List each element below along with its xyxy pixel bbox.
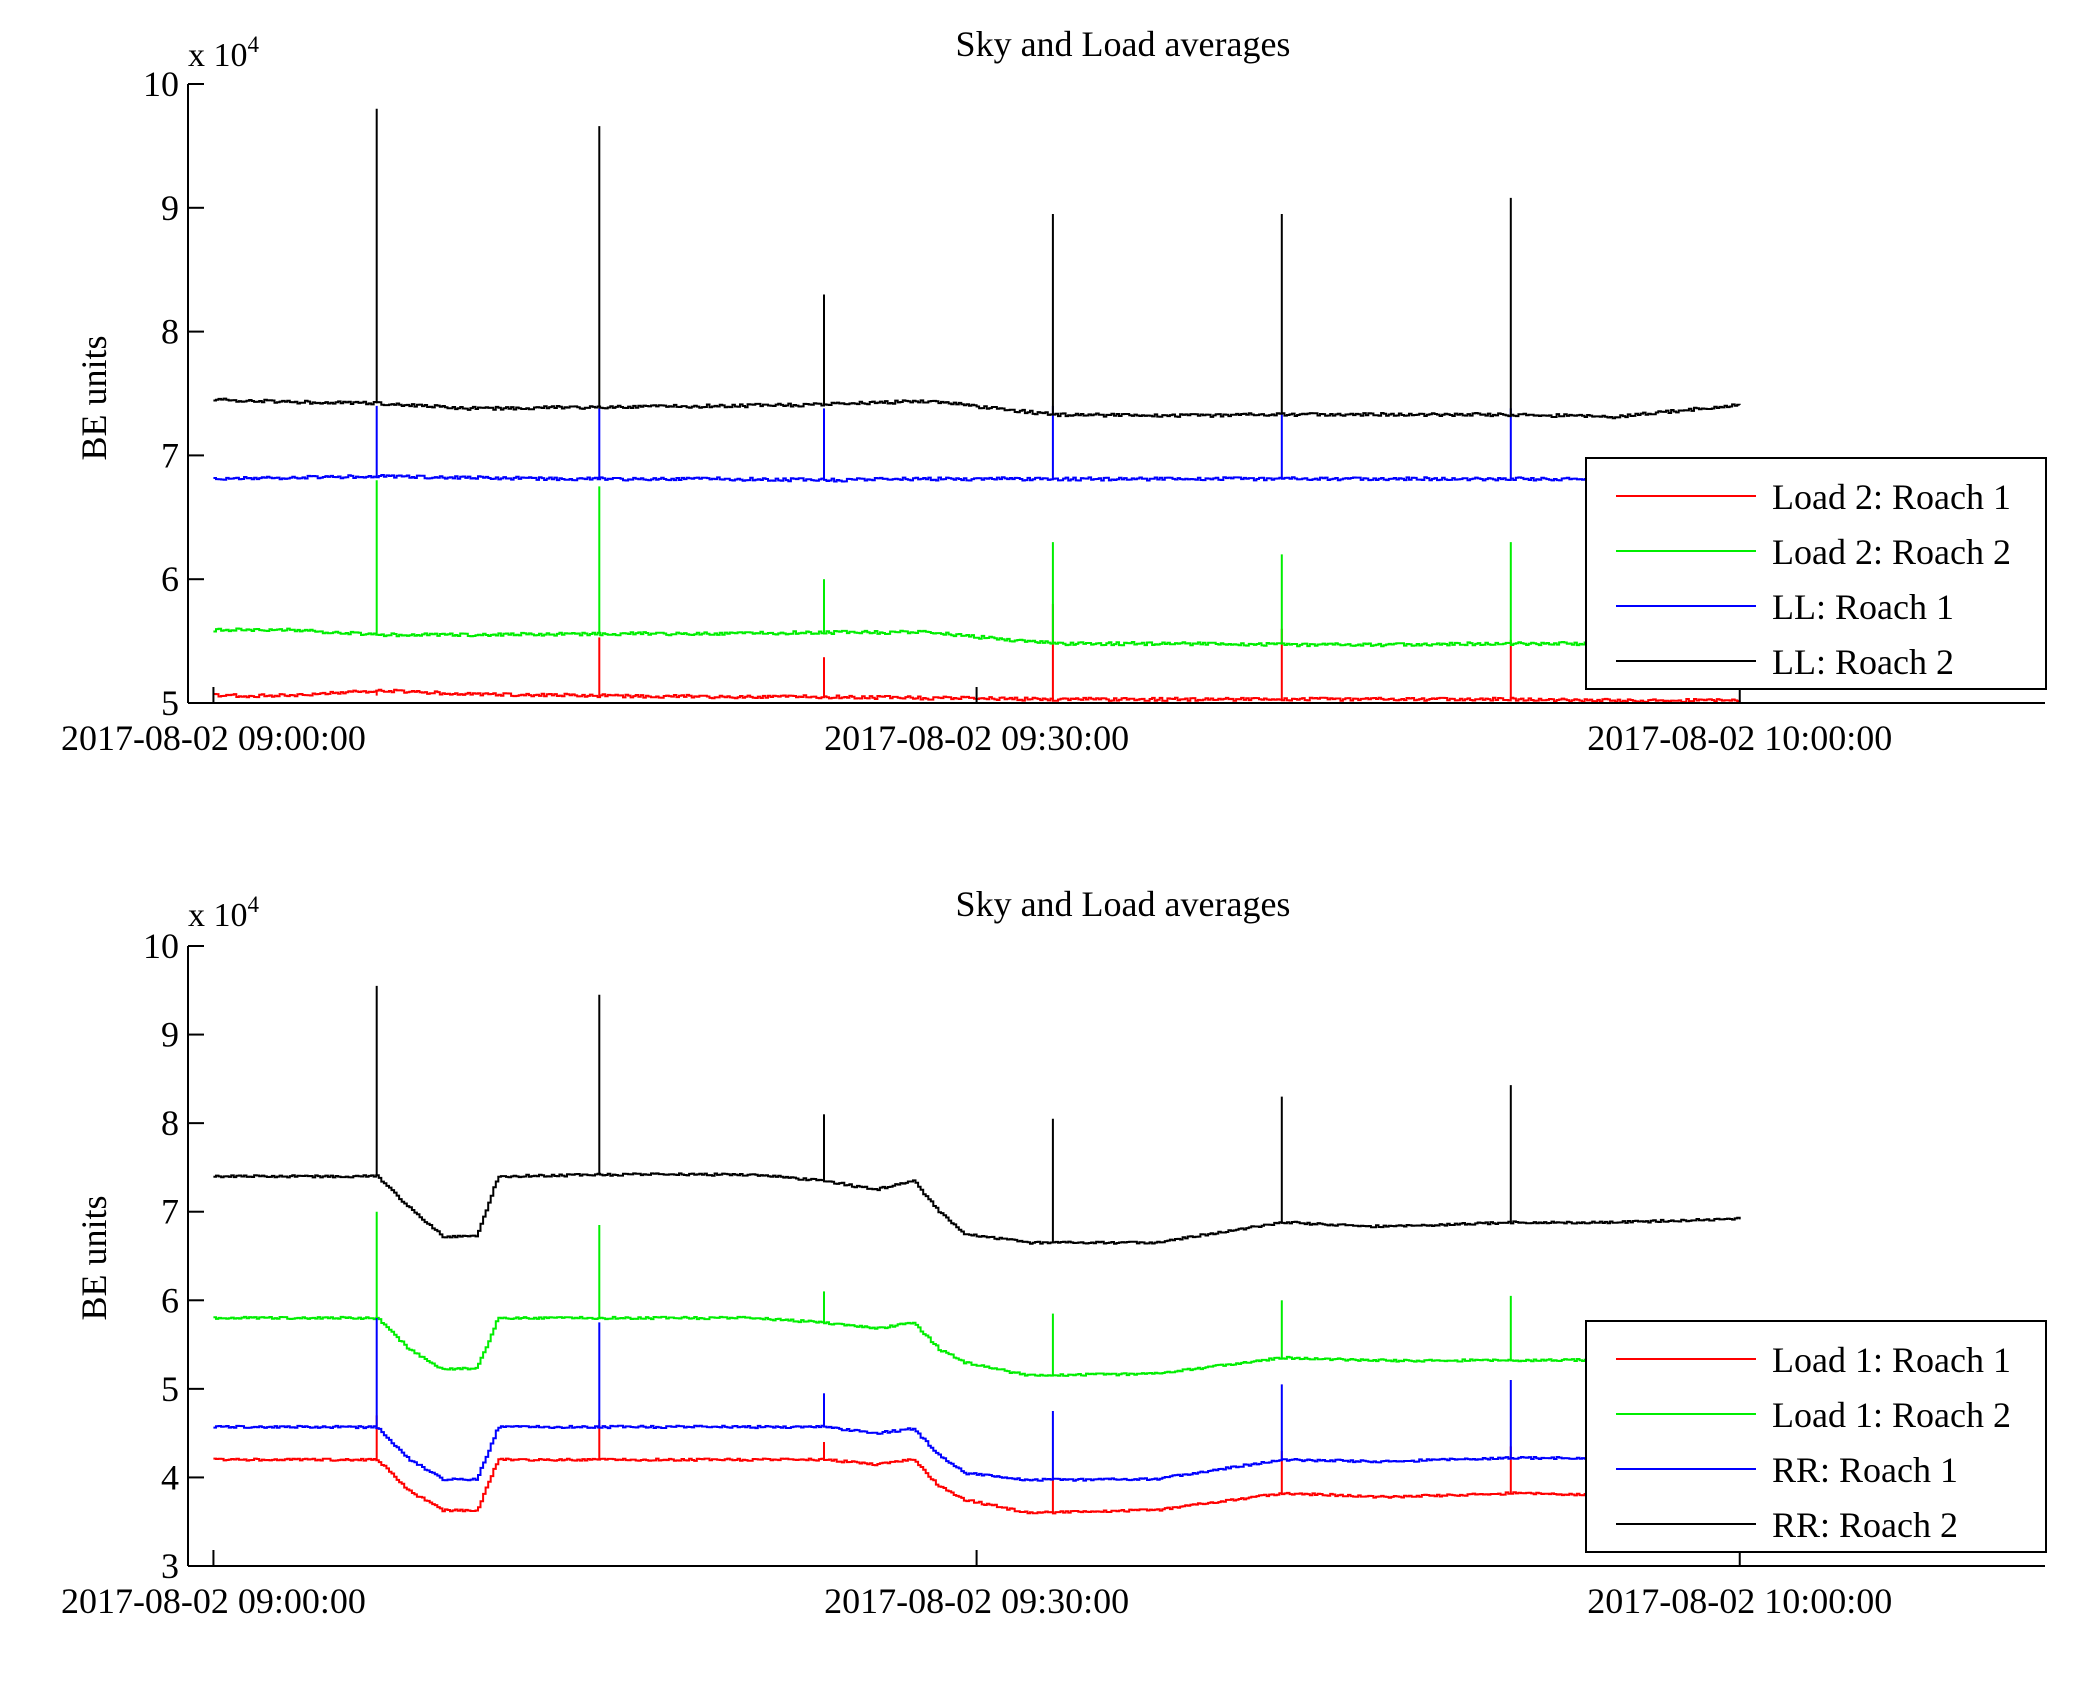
series-line: [213, 1315, 1741, 1377]
legend-label: RR: Roach 2: [1772, 1505, 1958, 1545]
y-tick-label: 7: [161, 435, 179, 475]
y-exponent-label: x 104: [188, 32, 260, 74]
axes: 5 6 7 8 9 10 2017-08-02 09:00:00 2017-08-02 09:…: [61, 64, 2045, 758]
x-tick-label: 2017-08-02 09:30:00: [824, 1581, 1129, 1621]
legend-label: Load 2: Roach 2: [1772, 532, 2011, 572]
series-lines: [213, 985, 1741, 1515]
y-tick-label: 9: [161, 188, 179, 228]
y-tick-label: 10: [143, 926, 179, 966]
y-tick-label: 6: [161, 1280, 179, 1320]
chart-title: Sky and Load averages: [956, 24, 1291, 64]
legend-label: LL: Roach 1: [1772, 587, 1954, 627]
series-line: [213, 397, 1741, 420]
legend: Load 2: Roach 1 Load 2: Roach 2 LL: Roach …: [1585, 457, 2047, 690]
series-line: [213, 1457, 1741, 1515]
y-tick-label: 5: [161, 1369, 179, 1409]
x-tick-label: 2017-08-02 10:00:00: [1587, 1581, 1892, 1621]
x-tick-label: 2017-08-02 09:30:00: [824, 718, 1129, 758]
x-tick-label: 2017-08-02 09:00:00: [61, 1581, 366, 1621]
y-tick-label: 8: [161, 1103, 179, 1143]
series-line: [213, 627, 1741, 648]
x-tick-label: 2017-08-02 09:00:00: [61, 718, 366, 758]
legend-label: Load 1: Roach 1: [1772, 1340, 2011, 1380]
y-tick-label: 10: [143, 64, 179, 104]
chart-panel-top: Sky and Load averages BE units x 104 5 6 7…: [61, 24, 2047, 758]
chart-panel-bottom: Sky and Load averages BE units x 104 3 4 5…: [61, 884, 2047, 1621]
legend: Load 1: Roach 1 Load 1: Roach 2 RR: Roach …: [1585, 1320, 2047, 1553]
legend-label: Load 1: Roach 2: [1772, 1395, 2011, 1435]
series-line: [213, 1424, 1741, 1482]
y-axis-label: BE units: [74, 335, 114, 460]
y-tick-label: 5: [161, 683, 179, 723]
axes: 3 4 5 6 7 8 9 10 2017-08-02 09:00:00 2017-08-02 0…: [61, 926, 2045, 1621]
y-tick-label: 4: [161, 1457, 179, 1497]
chart-title: Sky and Load averages: [956, 884, 1291, 924]
y-tick-label: 6: [161, 559, 179, 599]
y-tick-label: 3: [161, 1546, 179, 1586]
legend-label: LL: Roach 2: [1772, 642, 1954, 682]
series-line: [213, 1172, 1741, 1245]
x-tick-label: 2017-08-02 10:00:00: [1587, 718, 1892, 758]
series-line: [213, 474, 1741, 483]
y-tick-label: 8: [161, 312, 179, 352]
y-axis-label: BE units: [74, 1195, 114, 1320]
legend-label: RR: Roach 1: [1772, 1450, 1958, 1490]
series-lines: [213, 108, 1741, 704]
legend-label: Load 2: Roach 1: [1772, 477, 2011, 517]
y-tick-label: 9: [161, 1015, 179, 1055]
y-tick-label: 7: [161, 1192, 179, 1232]
y-exponent-label: x 104: [188, 892, 260, 934]
